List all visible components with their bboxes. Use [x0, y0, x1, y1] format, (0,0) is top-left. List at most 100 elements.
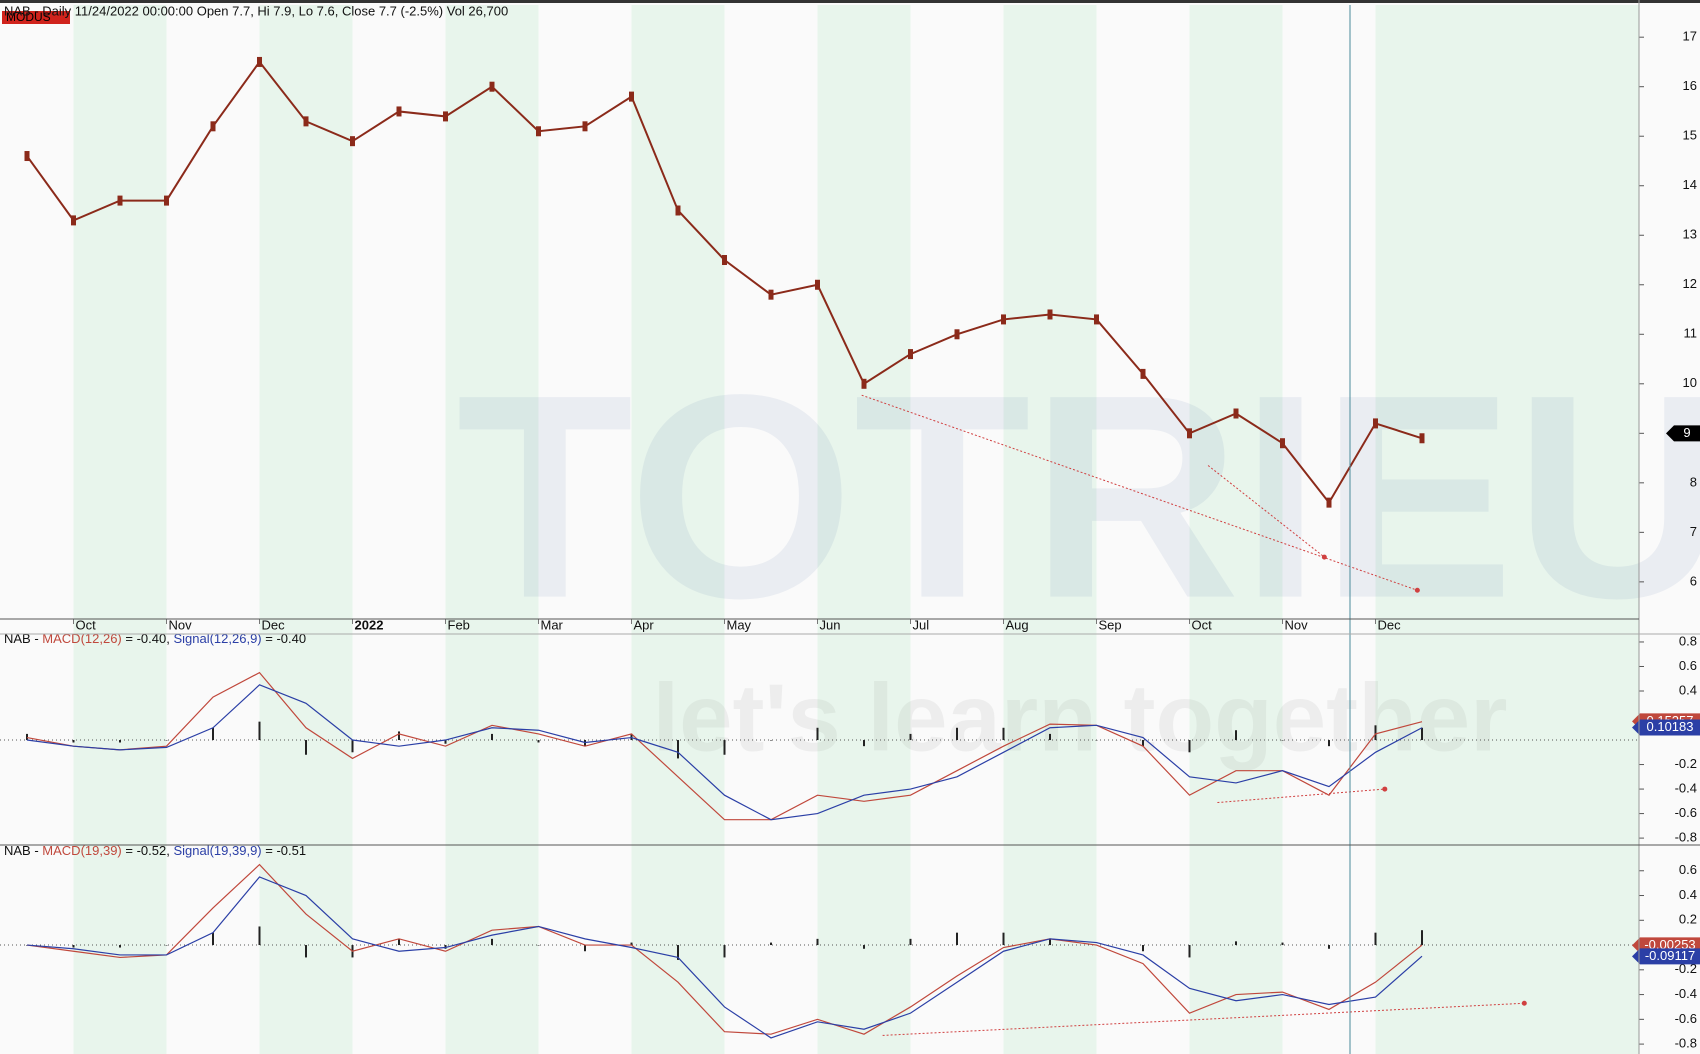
top-strip: [0, 0, 1700, 3]
title-part: Signal(19,39,9): [173, 843, 261, 858]
price-bar: [1419, 433, 1425, 444]
y-tick-label: 0.8: [1679, 633, 1697, 648]
last-value-label: 0.10183: [1647, 719, 1694, 734]
trend-end: [1321, 554, 1327, 560]
last-value-tag: [1632, 719, 1700, 736]
title-part: = -0.52,: [125, 843, 169, 858]
x-tick-label: Dec: [262, 617, 286, 632]
price-bar: [443, 111, 448, 122]
last-value-label: -0.09117: [1645, 948, 1695, 963]
histogram-bar: [584, 945, 586, 952]
price-bar: [1233, 408, 1239, 419]
badge-text: MODUS: [6, 10, 51, 24]
watermark-title: TOTRIEU: [456, 335, 1700, 659]
price-bar: [303, 116, 309, 127]
histogram-bar: [677, 740, 679, 759]
x-tick-label: Jul: [913, 617, 930, 632]
histogram-bar: [1328, 945, 1330, 949]
trend-end: [1414, 587, 1420, 593]
y-tick-label: 7: [1690, 524, 1697, 539]
y-tick-label: 14: [1683, 177, 1697, 192]
histogram-bar: [491, 733, 493, 741]
month-band: [817, 5, 911, 1054]
price-bar: [1001, 314, 1006, 325]
last-value-tag: [1666, 425, 1700, 442]
histogram-bar: [537, 945, 540, 946]
plot: Oct Nov Dec 2022 Feb Mar Apr May Jun Jul Aug Sep Oct…: [0, 29, 1700, 1051]
price-bar: [582, 121, 588, 132]
histogram-bar: [1235, 730, 1237, 741]
histogram-bar: [677, 945, 679, 960]
x-tick-label: Oct: [1192, 617, 1213, 632]
y-tick-label: 6: [1690, 573, 1697, 588]
histogram-bar: [1002, 727, 1005, 741]
price-bar: [164, 195, 169, 206]
month-band: [73, 5, 167, 1054]
panel-title: NAB - MACD(19,39) = -0.52, Signal(19,39,…: [4, 843, 306, 858]
histogram-bar: [1235, 941, 1237, 946]
y-tick-label: -0.4: [1675, 986, 1697, 1001]
histogram-bar: [212, 932, 214, 946]
histogram-bar: [258, 926, 261, 946]
y-tick-label: 12: [1683, 276, 1697, 291]
histogram-bar: [1421, 930, 1423, 946]
month-band: [445, 5, 539, 1054]
price-bar: [350, 136, 355, 147]
price-bar: [722, 255, 727, 266]
histogram-bar: [770, 740, 772, 741]
y-tick-label: -0.6: [1675, 1011, 1697, 1026]
histogram-bar: [305, 740, 307, 755]
title-part: MACD(19,39): [42, 843, 121, 858]
histogram-bar: [863, 945, 865, 949]
y-tick-label: -0.8: [1675, 830, 1697, 845]
trend-end: [1382, 786, 1388, 792]
indicator-line: [26, 684, 1423, 821]
x-tick-label: Nov: [169, 617, 193, 632]
histogram-bar: [258, 721, 261, 741]
histogram-bar: [1374, 725, 1377, 741]
month-band: [259, 5, 353, 1054]
histogram-bar: [1281, 740, 1284, 741]
histogram-bar: [770, 942, 772, 946]
histogram-bar: [1095, 740, 1098, 741]
last-value-tag: [1632, 948, 1700, 965]
histogram-bar: [119, 740, 121, 743]
trendline: [1207, 465, 1325, 558]
y-tick-label: 15: [1683, 128, 1697, 143]
histogram-bar: [165, 740, 168, 741]
chart-title: NAB - Daily 11/24/2022 00:00:00 Open 7.7…: [4, 3, 508, 18]
price-bar: [396, 106, 402, 117]
y-tick-label: 0.4: [1679, 682, 1697, 697]
histogram-bar: [398, 731, 400, 741]
histogram-bar: [863, 740, 865, 747]
y-tick-label: 17: [1683, 29, 1697, 44]
x-tick-label: Nov: [1285, 617, 1309, 632]
badge: [2, 11, 70, 24]
month-bands: [73, 5, 1639, 1054]
histogram-bar: [630, 733, 633, 741]
histogram-bar: [1142, 945, 1144, 952]
histogram-bar: [212, 727, 214, 741]
x-tick-label: Jun: [820, 617, 841, 632]
title-part: = -0.40,: [125, 631, 169, 646]
histogram-bar: [1002, 932, 1005, 946]
y-tick-label: -0.2: [1675, 756, 1697, 771]
histogram-bar: [909, 733, 912, 741]
price-bar: [536, 126, 541, 137]
last-value-label: 9: [1683, 425, 1690, 440]
watermark: TOTRIEU let's learn together: [456, 335, 1700, 772]
histogram-bar: [909, 938, 912, 946]
histogram-bar: [1049, 938, 1051, 946]
histogram-bar: [630, 942, 633, 946]
y-tick-label: 0.6: [1679, 862, 1697, 877]
x-tick-label: Mar: [541, 617, 564, 632]
histogram-bar: [1374, 932, 1377, 946]
histogram-bar: [1188, 740, 1191, 753]
histogram-bar: [351, 740, 354, 753]
title-part: = -0.40: [265, 631, 306, 646]
trend-end: [1521, 1000, 1527, 1006]
y-tick-label: -0.8: [1675, 1036, 1697, 1051]
price-bar: [675, 205, 681, 216]
x-tick-label: May: [727, 617, 752, 632]
